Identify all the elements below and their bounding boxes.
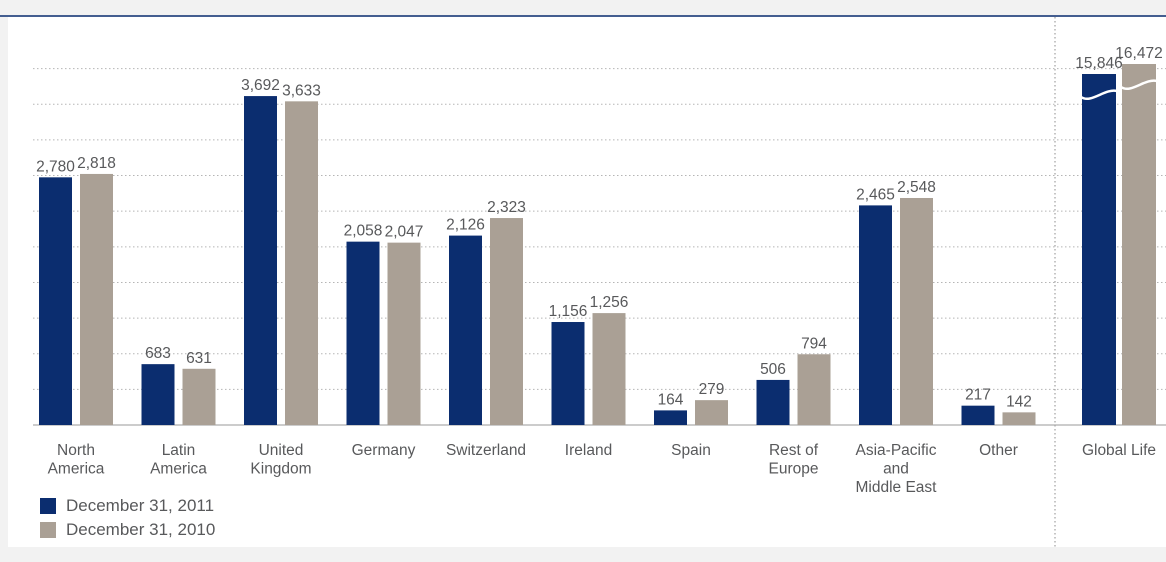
bar-latin-america-2010: [182, 368, 216, 425]
legend-item-2010: December 31, 2010: [40, 518, 215, 542]
data-label-spain-2011: 164: [658, 391, 684, 408]
bar-latin-america-2011: [141, 364, 175, 425]
category-label-north-america: America: [48, 461, 105, 478]
category-label-rest-of-europe: Europe: [769, 461, 819, 478]
data-label-asia-pacific-and-middle-east-2011: 2,465: [856, 186, 895, 203]
category-label-switzerland: Switzerland: [446, 442, 526, 459]
data-label-north-america-2011: 2,780: [36, 158, 75, 175]
data-label-ireland-2010: 1,256: [590, 294, 629, 311]
bar-asia-pacific-and-middle-east-2011: [859, 205, 892, 425]
bar-ireland-2010: [592, 313, 626, 425]
bar-rest-of-europe-2010: [797, 354, 831, 425]
category-label-asia-pacific-and-middle-east: and: [883, 461, 909, 478]
bar-switzerland-2011: [449, 235, 482, 425]
category-label-united-kingdom: United: [259, 442, 304, 459]
data-label-switzerland-2010: 2,323: [487, 199, 526, 216]
data-label-global-life-2010: 16,472: [1115, 45, 1162, 62]
category-label-global-life: Global Life: [1082, 442, 1156, 459]
bar-spain-2010: [695, 400, 728, 425]
bar-north-america-2010: [80, 173, 113, 425]
legend-swatch-2011: [40, 498, 56, 514]
data-label-united-kingdom-2011: 3,692: [241, 77, 280, 94]
data-label-germany-2011: 2,058: [344, 223, 383, 240]
bar-spain-2011: [654, 410, 687, 425]
category-label-germany: Germany: [352, 442, 416, 459]
data-label-latin-america-2010: 631: [186, 350, 212, 367]
bar-other-2010: [1002, 412, 1036, 425]
category-label-ireland: Ireland: [565, 442, 612, 459]
data-label-north-america-2010: 2,818: [77, 155, 116, 172]
data-label-other-2011: 217: [965, 387, 991, 404]
category-label-latin-america: America: [150, 461, 207, 478]
data-label-switzerland-2011: 2,126: [446, 217, 485, 234]
legend-label-2010: December 31, 2010: [66, 520, 216, 539]
data-label-spain-2010: 279: [699, 381, 725, 398]
data-label-other-2010: 142: [1006, 393, 1032, 410]
bar-united-kingdom-2011: [244, 96, 277, 426]
data-label-ireland-2011: 1,156: [549, 303, 588, 320]
data-label-rest-of-europe-2010: 794: [801, 335, 827, 352]
bar-germany-2011: [346, 241, 380, 425]
data-label-united-kingdom-2010: 3,633: [282, 82, 321, 99]
axis-break-global-life-2010: [1120, 79, 1158, 90]
category-label-rest-of-europe: Rest of: [769, 442, 819, 459]
category-label-other: Other: [979, 442, 1018, 459]
bar-other-2011: [961, 405, 995, 425]
category-label-united-kingdom: Kingdom: [250, 461, 311, 478]
category-label-spain: Spain: [671, 442, 711, 459]
bar-north-america-2011: [39, 177, 72, 425]
axis-break-global-life-2011: [1080, 89, 1118, 100]
data-label-latin-america-2011: 683: [145, 345, 171, 362]
data-label-germany-2010: 2,047: [385, 224, 424, 241]
bar-germany-2010: [387, 242, 421, 425]
legend-swatch-2010: [40, 522, 56, 538]
category-label-asia-pacific-and-middle-east: Asia-Pacific: [856, 442, 937, 459]
data-label-global-life-2011: 15,846: [1075, 55, 1122, 72]
data-label-asia-pacific-and-middle-east-2010: 2,548: [897, 179, 936, 196]
bar-rest-of-europe-2011: [756, 379, 790, 425]
bar-switzerland-2010: [490, 218, 523, 425]
bar-united-kingdom-2010: [285, 101, 318, 425]
bar-global-life-2010: [1122, 64, 1156, 425]
bar-global-life-2011: [1082, 74, 1116, 425]
legend: December 31, 2011 December 31, 2010: [40, 494, 215, 542]
category-label-asia-pacific-and-middle-east: Middle East: [856, 479, 938, 496]
bar-asia-pacific-and-middle-east-2010: [900, 197, 933, 425]
legend-item-2011: December 31, 2011: [40, 494, 215, 518]
category-label-latin-america: Latin: [162, 442, 196, 459]
data-label-rest-of-europe-2011: 506: [760, 361, 786, 378]
category-label-north-america: North: [57, 442, 95, 459]
bar-ireland-2011: [551, 322, 585, 425]
legend-label-2011: December 31, 2011: [66, 496, 215, 515]
